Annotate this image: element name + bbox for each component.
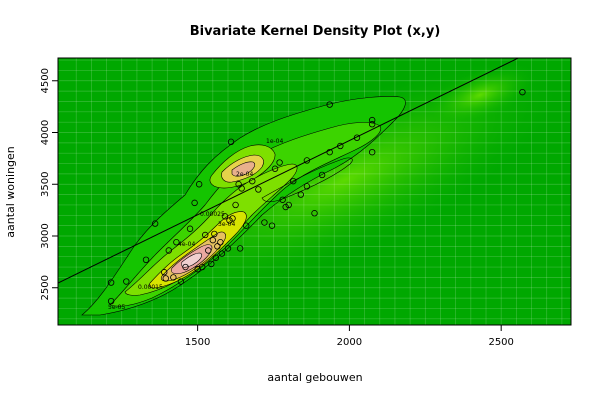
y-axis: 2500 3000 3500 4000 4500 — [40, 68, 58, 300]
data-point — [303, 183, 311, 190]
data-point — [202, 231, 209, 239]
data-point — [326, 148, 333, 156]
data-point — [165, 247, 172, 254]
data-point — [205, 247, 212, 254]
data-point — [142, 256, 150, 264]
data-point — [290, 177, 297, 185]
plot-frame — [57, 57, 572, 326]
x-tick-label: 1500 — [185, 337, 210, 348]
data-point — [208, 260, 215, 268]
data-point — [368, 121, 376, 128]
contour-4e-04 — [181, 252, 202, 268]
chart-title: Bivariate Kernel Density Plot (x,y) — [190, 24, 441, 39]
grid-lines — [58, 58, 571, 325]
y-tick-label: 4500 — [40, 68, 51, 93]
data-point — [337, 142, 344, 150]
contour-right-extension — [261, 157, 353, 203]
data-point — [209, 236, 217, 244]
x-axis-label: aantal gebouwen — [267, 371, 362, 384]
data-point — [238, 185, 245, 192]
data-point — [326, 101, 333, 108]
data-point — [303, 157, 311, 164]
data-point — [249, 177, 256, 185]
data-point — [353, 134, 361, 141]
contour-label-3e-04: 3e-04 — [218, 221, 235, 228]
data-point — [224, 245, 232, 252]
y-axis-label: aantal woningen — [4, 146, 17, 238]
data-point — [182, 263, 189, 271]
data-point — [243, 222, 250, 229]
data-point — [151, 220, 159, 227]
data-point — [318, 171, 326, 179]
data-point — [214, 243, 221, 250]
data-point — [297, 191, 305, 198]
data-point — [261, 219, 268, 226]
data-point — [170, 274, 177, 281]
contour-label-1e-04: 1e-04 — [266, 138, 283, 145]
y-tick-label: 4000 — [40, 120, 51, 145]
data-point — [211, 230, 218, 238]
data-point — [271, 165, 279, 172]
y-tick-label: 3500 — [40, 172, 51, 197]
data-point — [232, 201, 239, 209]
contour-label-5e-05: 5e-05 — [108, 304, 125, 311]
data-point — [229, 215, 236, 222]
data-point — [236, 245, 244, 252]
data-point — [218, 250, 226, 257]
data-point — [186, 225, 194, 232]
data-point — [368, 148, 376, 156]
data-point — [227, 138, 235, 146]
data-point — [285, 201, 292, 209]
data-point — [198, 263, 206, 271]
contour-labels: 5e-05 0.00015 1e-04 4e-04 3e-04 0.00025 … — [108, 138, 283, 311]
data-point — [107, 297, 115, 305]
data-point — [107, 279, 115, 286]
data-points — [107, 88, 526, 305]
regression-line — [58, 58, 520, 284]
data-point — [161, 269, 168, 276]
data-point — [212, 254, 220, 261]
data-point — [217, 239, 224, 246]
contour-upper-0.00025 — [231, 161, 256, 177]
data-point — [279, 196, 286, 203]
y-tick-label: 3000 — [40, 223, 51, 248]
data-point — [177, 278, 185, 285]
density-contours — [81, 96, 406, 316]
data-point — [311, 210, 318, 217]
data-point — [255, 186, 262, 193]
data-point — [235, 181, 242, 188]
data-point — [173, 239, 180, 246]
data-point — [162, 275, 169, 282]
data-point — [191, 199, 198, 207]
data-point — [195, 181, 203, 188]
data-point — [268, 222, 276, 229]
x-tick-label: 2000 — [337, 337, 362, 348]
data-point — [221, 213, 229, 220]
contour-label-0.00015: 0.00015 — [138, 284, 163, 291]
x-axis: 1500 2000 2500 — [185, 325, 514, 348]
y-tick-label: 2500 — [40, 275, 51, 300]
x-tick-label: 2500 — [488, 337, 513, 348]
contour-label-2e-04: 2e-04 — [236, 171, 253, 178]
data-point — [123, 278, 130, 285]
data-point — [519, 88, 526, 96]
contour-label-4e-04: 4e-04 — [178, 241, 195, 248]
data-point — [276, 159, 283, 166]
contour-label-0.00025: 0.00025 — [200, 211, 225, 218]
data-point — [368, 116, 376, 124]
